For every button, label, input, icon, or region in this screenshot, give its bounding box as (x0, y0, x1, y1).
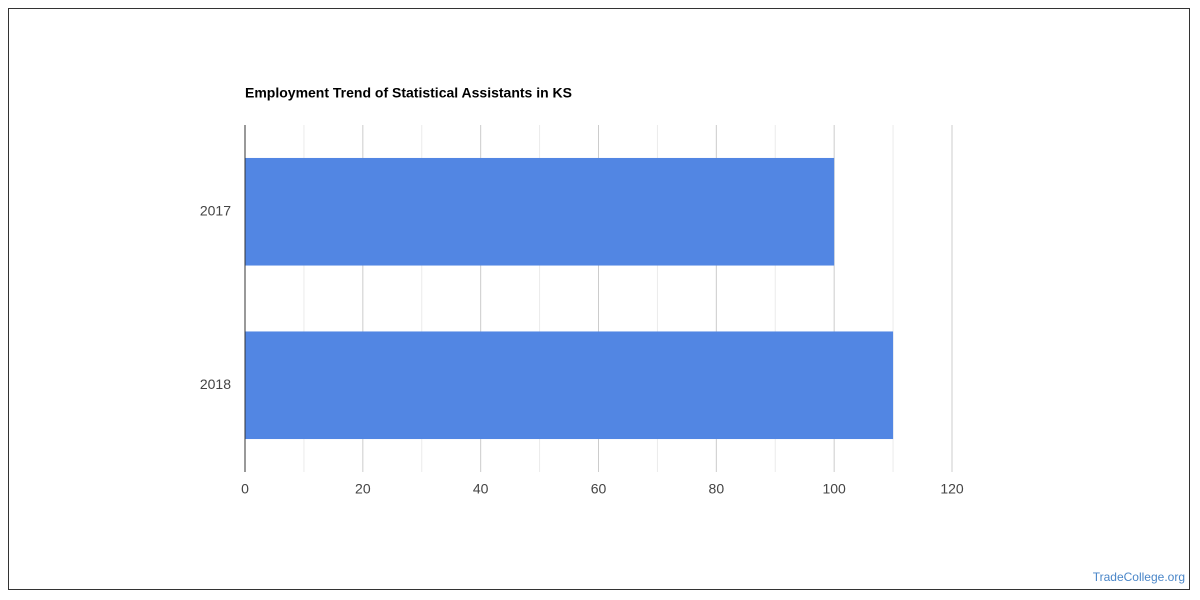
bar (245, 157, 835, 266)
x-tick-label: 40 (473, 481, 489, 497)
bar (245, 331, 894, 440)
chart-title: Employment Trend of Statistical Assistan… (245, 85, 572, 101)
y-tick-label: 2018 (200, 376, 231, 392)
watermark[interactable]: TradeCollege.org (1093, 570, 1185, 584)
x-tick-label: 100 (822, 481, 846, 497)
x-tick-label: 60 (591, 481, 607, 497)
x-tick-label: 120 (940, 481, 964, 497)
x-tick-label: 20 (355, 481, 371, 497)
y-tick-label: 2017 (200, 202, 231, 218)
x-tick-label: 80 (709, 481, 725, 497)
x-tick-label: 0 (241, 481, 249, 497)
